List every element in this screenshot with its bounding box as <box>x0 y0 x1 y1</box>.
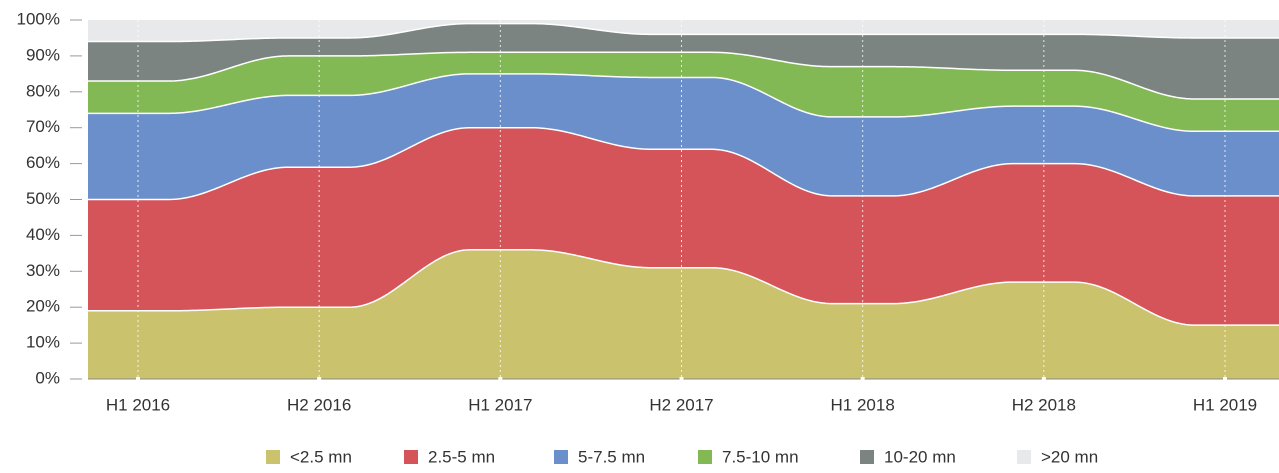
legend-label: >20 mn <box>1041 447 1098 466</box>
legend-swatch <box>698 450 712 464</box>
legend-label: <2.5 mn <box>290 447 352 466</box>
x-tick <box>136 377 140 381</box>
legend-swatch <box>554 450 568 464</box>
legend-swatch <box>860 450 874 464</box>
area-edge <box>88 22 1279 43</box>
y-tick-label: 90% <box>26 45 60 64</box>
x-tick-label: H1 2019 <box>1193 395 1257 414</box>
y-tick-label: 10% <box>26 333 60 352</box>
x-tick-label: H2 2016 <box>287 395 351 414</box>
area <box>88 52 1279 132</box>
legend-label: 2.5-5 mn <box>428 447 495 466</box>
legend-label: 5-7.5 mn <box>578 447 645 466</box>
area-edge <box>88 51 1279 100</box>
y-tick-label: 50% <box>26 189 60 208</box>
y-tick-label: 60% <box>26 153 60 172</box>
x-tick <box>860 377 865 381</box>
legend-swatch <box>266 450 280 464</box>
legend-swatch <box>404 450 418 464</box>
y-tick-label: 80% <box>26 81 60 100</box>
y-tick-label: 40% <box>26 225 60 244</box>
x-tick <box>1041 377 1046 381</box>
y-tick-label: 30% <box>26 261 60 280</box>
x-tick-label: H1 2018 <box>831 395 895 414</box>
y-tick-label: 20% <box>26 297 60 316</box>
area <box>88 20 1279 42</box>
x-tick-label: H2 2018 <box>1012 395 1076 414</box>
x-tick <box>679 377 684 381</box>
area <box>88 73 1279 200</box>
y-tick-label: 100% <box>17 9 60 28</box>
area-edge <box>88 249 1279 326</box>
x-tick-label: H2 2017 <box>649 395 713 414</box>
area <box>88 23 1279 99</box>
area <box>88 249 1279 379</box>
y-tick-label: 70% <box>26 117 60 136</box>
legend-label: 7.5-10 mn <box>722 447 799 466</box>
legend-label: 10-20 mn <box>884 447 956 466</box>
x-tick-label: H1 2017 <box>468 395 532 414</box>
area-edge <box>88 73 1279 133</box>
legend-swatch <box>1017 450 1031 464</box>
x-tick <box>1223 377 1227 381</box>
x-tick-label: H1 2016 <box>106 395 170 414</box>
area <box>88 127 1279 326</box>
x-tick <box>317 377 322 381</box>
y-tick-label: 0% <box>35 368 60 387</box>
x-tick <box>498 377 503 381</box>
area-edge <box>88 126 1279 201</box>
